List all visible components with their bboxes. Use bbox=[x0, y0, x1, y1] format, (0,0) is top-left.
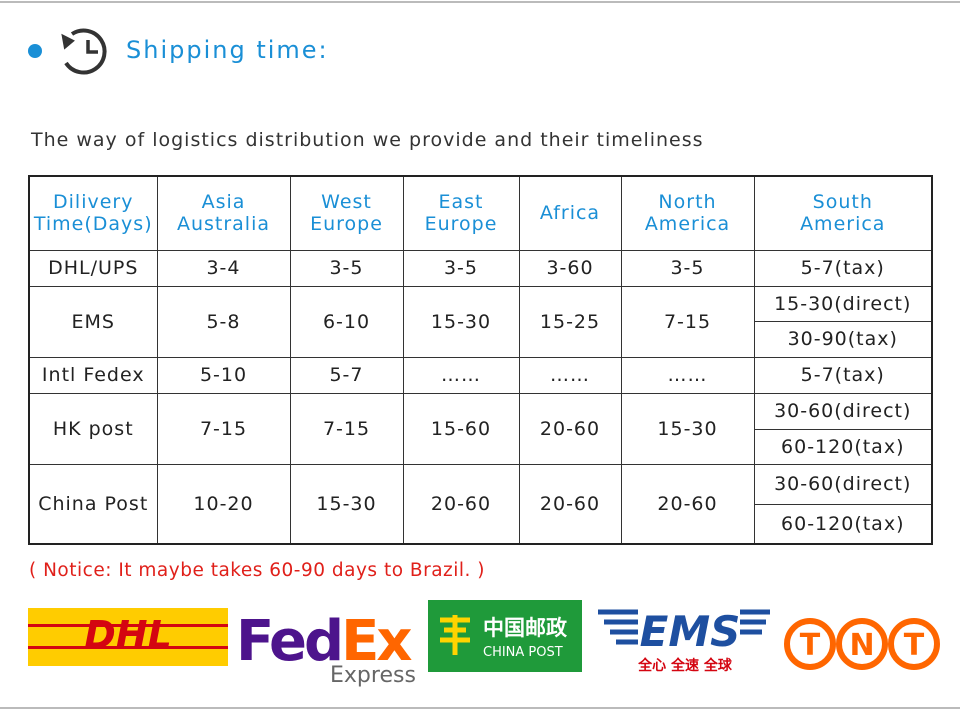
cell: 20-60 bbox=[402, 463, 520, 545]
header-line: South bbox=[812, 191, 873, 214]
header-line: Europe bbox=[310, 213, 383, 236]
cell: 15-60 bbox=[402, 392, 520, 465]
top-rule bbox=[0, 1, 960, 3]
header-line: West bbox=[321, 191, 372, 214]
cell: 3-5 bbox=[402, 249, 520, 287]
notice: ( Notice: It maybe takes 60-90 days to B… bbox=[29, 560, 486, 581]
cell: 15-30 bbox=[402, 285, 520, 358]
header-cell: Dilivery Time(Days) bbox=[28, 175, 158, 251]
fedex-sub: Express bbox=[330, 663, 416, 688]
fedex-fed: Fed bbox=[236, 609, 341, 674]
cell: 10-20 bbox=[156, 463, 291, 545]
row-label: EMS bbox=[28, 285, 158, 358]
table-row: EMS 5-8 6-10 15-30 15-25 7-15 15-30(direct) bbox=[28, 285, 933, 358]
tnt-letter: N bbox=[849, 628, 874, 663]
header-line: Europe bbox=[424, 213, 498, 236]
cell: 7-15 bbox=[289, 392, 404, 465]
table-row: HK post 7-15 7-15 15-60 20-60 15-30 30-60(dire… bbox=[28, 392, 933, 465]
ems-sub: 全心 全速 全球 bbox=[637, 657, 733, 674]
cell: 5-10 bbox=[156, 356, 291, 394]
header-line: Africa bbox=[539, 202, 601, 225]
cell: 20-60 bbox=[620, 463, 755, 545]
cell: …… bbox=[402, 356, 520, 394]
china-post-en: CHINA POST bbox=[483, 645, 563, 660]
header-line: North bbox=[658, 191, 717, 214]
cell: 15-25 bbox=[518, 285, 622, 358]
header-line: Asia bbox=[201, 191, 246, 214]
cell: 5-8 bbox=[156, 285, 291, 358]
header-cell: West Europe bbox=[289, 175, 404, 251]
table-subrow: 30-90(tax) bbox=[29, 320, 933, 358]
south-cell: 5-7(tax) bbox=[753, 249, 933, 287]
cell: 20-60 bbox=[518, 463, 622, 545]
tnt-circle bbox=[888, 618, 940, 670]
south-cell: 15-30(direct) bbox=[753, 285, 933, 322]
cell: 7-15 bbox=[620, 285, 755, 358]
cell: 3-5 bbox=[620, 249, 755, 287]
tnt-circle bbox=[784, 618, 836, 670]
header-cell: Africa bbox=[518, 175, 622, 251]
south-cell: 30-90(tax) bbox=[753, 320, 933, 358]
table-row: Intl Fedex 5-10 5-7……………… 5-7(tax) bbox=[28, 356, 933, 394]
china-post-cn: 中国邮政 bbox=[483, 616, 568, 640]
row-label: Intl Fedex bbox=[28, 356, 158, 394]
row-label: China Post bbox=[28, 463, 158, 545]
south-cell: 30-60(direct) bbox=[753, 392, 933, 430]
header-line: Time(Days) bbox=[33, 213, 153, 236]
header-cell: East Europe bbox=[402, 175, 520, 251]
cell: …… bbox=[620, 356, 755, 394]
title: Shipping time: bbox=[126, 36, 329, 64]
cell: …… bbox=[518, 356, 622, 394]
header-line: East bbox=[438, 191, 484, 214]
shipping-table: Dilivery Time(Days) Asia Australia West Europ… bbox=[28, 175, 933, 545]
dhl-logo bbox=[28, 608, 228, 666]
cell: 7-15 bbox=[156, 392, 291, 465]
cell: 20-60 bbox=[518, 392, 622, 465]
cell: 15-30 bbox=[289, 463, 404, 545]
tnt-letter: T bbox=[800, 628, 821, 663]
fedex-text: FedEx bbox=[236, 609, 412, 674]
table-subrow: 60-120(tax) bbox=[29, 503, 933, 545]
cell: 6-10 bbox=[289, 285, 404, 358]
cell: 15-30 bbox=[620, 392, 755, 465]
tnt-letter: T bbox=[904, 628, 925, 663]
clock-icon bbox=[28, 28, 107, 75]
south-cell: 5-7(tax) bbox=[753, 356, 933, 394]
row-label: HK post bbox=[28, 392, 158, 465]
cell: 3-5 bbox=[289, 249, 404, 287]
header-row: Dilivery Time(Days) Asia Australia West Europ… bbox=[28, 175, 933, 251]
header-line: Australia bbox=[176, 213, 271, 236]
header-cell: Asia Australia bbox=[156, 175, 291, 251]
header-line: America bbox=[644, 213, 731, 236]
row-label: DHL/UPS bbox=[28, 249, 158, 287]
header-cell: North America bbox=[620, 175, 755, 251]
header-cell: South America bbox=[753, 175, 933, 251]
tnt-circle bbox=[836, 618, 888, 670]
dhl-text: DHL bbox=[84, 613, 172, 657]
fedex-ex: Ex bbox=[341, 609, 412, 674]
header-line: America bbox=[800, 213, 886, 236]
carrier-logos: DHL FedEx Express 中国邮政 CHINA POST EMS 全心… bbox=[28, 600, 940, 688]
subtitle: The way of logistics distribution we pro… bbox=[31, 129, 704, 151]
cell: 5-7 bbox=[289, 356, 404, 394]
table-row: DHL/UPS 3-4 3-5 3-5 3-60 3-5 5-7(tax) bbox=[28, 249, 933, 287]
table-subrow: 60-120(tax) bbox=[29, 428, 933, 465]
table-row: China Post 10-20 15-30 20-60 20-60 20-60 30-60… bbox=[28, 463, 933, 545]
south-cell: 60-120(tax) bbox=[753, 428, 933, 465]
header-line: Dilivery bbox=[53, 191, 134, 214]
cell: 3-4 bbox=[156, 249, 291, 287]
cell: 3-60 bbox=[518, 249, 622, 287]
south-cell: 30-60(direct) bbox=[753, 463, 933, 505]
bottom-rule bbox=[0, 707, 960, 709]
south-cell: 60-120(tax) bbox=[753, 503, 933, 545]
ems-text: EMS bbox=[640, 607, 741, 656]
